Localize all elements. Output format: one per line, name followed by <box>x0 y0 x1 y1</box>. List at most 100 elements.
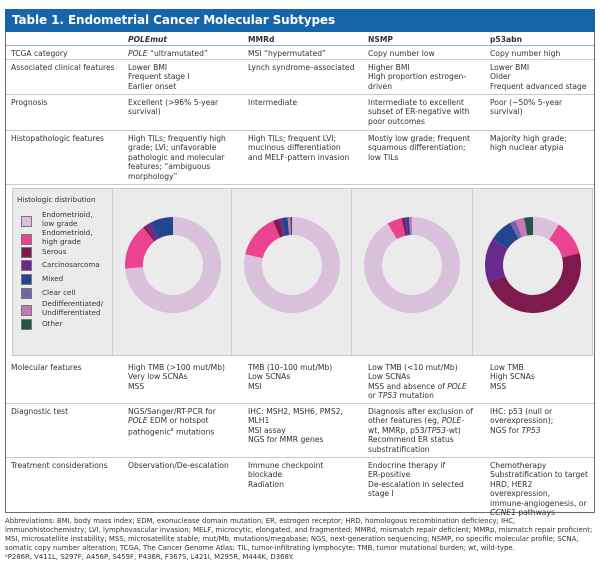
footnote-a: ᵃP286R, V411L, S297F, A456P, S459F, P436… <box>5 553 294 562</box>
legend-swatch <box>21 288 32 299</box>
table-cell: Low TMB (<10 mut/Mb) Low SCNAs MSS and a… <box>368 363 467 401</box>
donut-slice-dedifferentiated <box>515 217 528 238</box>
table-row: Molecular features High TMB (>100 mut/Mb… <box>6 360 594 404</box>
table-cell: Mostly low grade; frequent squamous diff… <box>368 134 470 162</box>
donut-slice-dedifferentiated <box>287 217 292 236</box>
row-label: Associated clinical features <box>11 63 115 72</box>
donut-slice-serous <box>488 253 581 313</box>
donut-slice-clear-cell <box>509 220 522 239</box>
donut-slice-endometrioid <box>364 217 460 313</box>
legend-label: Endometrioid, high grade <box>42 228 93 246</box>
legend-title: Histologic distribution <box>17 195 96 204</box>
donut-slice-serous <box>273 218 284 238</box>
legend-label: Mixed <box>42 274 64 283</box>
table-title: Table 1. Endometrial Cancer Molecular Su… <box>5 9 595 32</box>
table-row: Associated clinical features Lower BMI F… <box>6 60 594 95</box>
table-cell: Lower BMI Older Frequent advanced stage <box>490 63 587 91</box>
table-cell: IHC: MSH2, MSH6, PMS2, MLH1 MSI assay NG… <box>248 407 343 445</box>
donut-cell-mmrd <box>232 189 352 355</box>
donut-chart-mmrd <box>244 217 340 313</box>
table-row: TCGA category POLE “ultramutated” MSI “h… <box>6 46 594 60</box>
donut-cell-polemut <box>113 189 232 355</box>
legend-label: Clear cell <box>42 288 76 297</box>
abbreviations-note: Abbreviations: BMI, body mass index; EDM… <box>5 517 593 553</box>
donut-cell-p53abn <box>473 189 593 355</box>
table-row: Diagnostic test NGS/Sanger/RT-PCR for PO… <box>6 404 594 458</box>
donut-slice-endometrioid <box>125 217 221 313</box>
legend-label: Dedifferentiated/ Undifferentiated <box>42 299 104 317</box>
table-cell: Lower BMI Frequent stage I Earlier onset <box>128 63 190 91</box>
row-label: Histopathologic features <box>11 134 104 143</box>
donut-slice-serous <box>143 225 156 242</box>
table-cell: Higher BMI High proportion estrogen- dri… <box>368 63 467 91</box>
table-cell: Majority high grade; high nuclear atypia <box>490 134 567 153</box>
table-cell: Low TMB High SCNAs MSS <box>490 363 535 391</box>
donut-slice-carcinosarcoma <box>278 218 286 237</box>
legend-label: Other <box>42 319 63 328</box>
donut-slice-mixed <box>406 217 411 236</box>
donut-chart-nsmp <box>364 217 460 313</box>
table-cell: Copy number low <box>368 49 435 58</box>
table-cell: Observation/De-escalation <box>128 461 229 470</box>
col-header-nsmp: NSMP <box>368 35 393 44</box>
donut-slice-mixed <box>150 217 173 239</box>
legend-swatch <box>21 274 32 285</box>
table-cell: High TILs; frequently high grade; LVI; u… <box>128 134 226 181</box>
table-cell: Copy number high <box>490 49 561 58</box>
table-cell: IHC: p53 (null or overexpression); NGS f… <box>490 407 554 435</box>
table-cell: Lynch syndrome–associated <box>248 63 355 72</box>
donut-slice-endometrioid <box>244 217 340 313</box>
col-header-polemut: POLEmut <box>128 35 168 44</box>
col-header-mmrd: MMRd <box>248 35 275 44</box>
donut-cell-nsmp <box>352 189 473 355</box>
donut-slice-dedifferentiated <box>409 217 412 236</box>
donut-chart-p53abn <box>485 217 581 313</box>
table-frame <box>5 9 595 513</box>
table-row: Histopathologic features High TILs; freq… <box>6 131 594 185</box>
table-cell: Intermediate to excellent subset of ER-n… <box>368 98 470 126</box>
legend-swatch <box>21 319 32 330</box>
row-label: TCGA category <box>11 49 68 58</box>
donut-slice-mixed <box>492 222 519 249</box>
legend-label: Serous <box>42 247 67 256</box>
donut-slice-carcinosarcoma <box>485 239 508 283</box>
donut-slice-other <box>290 217 292 236</box>
row-label: Diagnostic test <box>11 407 69 416</box>
donut-slice-endometrioid <box>245 220 281 259</box>
table-cell: Poor (~50% 5-year survival) <box>490 98 563 117</box>
donut-slice-carcinosarcoma <box>404 217 409 236</box>
donut-slice-mixed <box>281 217 290 236</box>
donut-slice-carcinosarcoma <box>145 222 159 241</box>
table-cell: Immune checkpoint blockade Radiation <box>248 461 324 489</box>
table-cell: Intermediate <box>248 98 297 107</box>
table-cell: Chemotherapy Substratification to target… <box>490 461 588 518</box>
legend-label: Endometrioid, low grade <box>42 210 93 228</box>
table-cell: High TILs; frequent LVI; mucinous differ… <box>248 134 350 162</box>
legend-swatch <box>21 247 32 258</box>
table-cell: POLE “ultramutated” <box>128 49 208 58</box>
donut-slice-endometrioid <box>533 217 559 240</box>
donut-slice-endometrioid <box>387 218 406 240</box>
table-row: Prognosis Excellent (>96% 5-year surviva… <box>6 95 594 131</box>
table-cell: High TMB (>100 mut/Mb) Very low SCNAs MS… <box>128 363 225 391</box>
donut-slice-other <box>524 217 533 236</box>
donut-slice-serous <box>401 217 408 236</box>
row-label: Molecular features <box>11 363 82 372</box>
donut-chart-polemut <box>125 217 221 313</box>
legend-swatch <box>21 260 32 271</box>
table-cell: Excellent (>96% 5-year survival) <box>128 98 219 117</box>
table-cell: NGS/Sanger/RT-PCR for POLE EDM or hotspo… <box>128 407 216 437</box>
table-cell: MSI “hypermutated” <box>248 49 326 58</box>
donut-slice-endometrioid <box>549 224 580 258</box>
donut-slice-endometrioid <box>125 227 155 269</box>
table-footer: Abbreviations: BMI, body mass index; EDM… <box>5 517 597 562</box>
table-row: Treatment considerations Observation/De-… <box>6 458 594 517</box>
legend-swatch <box>21 216 32 227</box>
col-header-p53abn: p53abn <box>490 35 522 44</box>
table-header-row: POLEmut MMRd NSMP p53abn <box>6 32 594 46</box>
histologic-distribution-panel: Histologic distribution Endometrioid, lo… <box>12 188 593 356</box>
row-label: Prognosis <box>11 98 48 107</box>
table-cell: Diagnosis after exclusion of other featu… <box>368 407 473 454</box>
table-cell: Endocrine therapy if ER-positive De-esca… <box>368 461 464 499</box>
legend-swatch <box>21 305 32 316</box>
